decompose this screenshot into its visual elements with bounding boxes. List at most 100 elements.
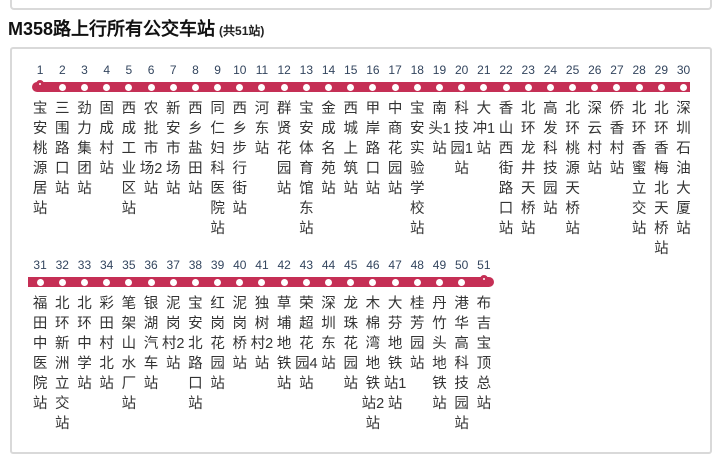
station-name[interactable]: 丹竹头地铁站 <box>432 294 447 414</box>
station-name[interactable]: 深圳石油大厦站 <box>676 99 691 239</box>
station-name[interactable]: 福田中医院站 <box>33 294 48 414</box>
station-marker-area <box>96 274 118 288</box>
station-name-char: 园 <box>410 336 425 352</box>
station-name-char: 学 <box>77 356 92 372</box>
station-name[interactable]: 泥岗桥站 <box>233 294 248 374</box>
station-name[interactable]: 彩田村北站 <box>99 294 114 394</box>
station-number: 12 <box>277 63 291 77</box>
station-name[interactable]: 宝安桃源居站 <box>33 99 48 219</box>
station-name-char: 岗 <box>165 316 181 332</box>
station-name[interactable]: 北环中学站 <box>77 294 92 394</box>
station-name-char: 地 <box>387 336 403 352</box>
station-name[interactable]: 南头1 站 <box>428 99 451 159</box>
station-name[interactable]: 新安市场站 <box>166 99 181 199</box>
station-dot <box>58 83 66 91</box>
station-name-char: 华 <box>454 316 469 332</box>
station-number: 50 <box>454 258 469 272</box>
station-name[interactable]: 草埔地铁站 <box>277 294 292 394</box>
station-name[interactable]: 侨香村站 <box>610 99 625 179</box>
station-dot <box>103 83 111 91</box>
station-name[interactable]: 北环香蜜立交站 <box>632 99 647 239</box>
station-name[interactable]: 香山西街路口站 <box>499 99 514 239</box>
station-name[interactable]: 西城上筑站 <box>343 99 358 199</box>
station-dot <box>413 83 421 91</box>
station-number: 24 <box>543 63 558 77</box>
station-name-char: 山 <box>498 121 514 137</box>
station-name[interactable]: 高发科技园站 <box>543 99 558 219</box>
station-name-char: 路 <box>188 356 203 372</box>
station-name[interactable]: 宝安体育馆东站 <box>299 99 314 239</box>
station-dot <box>36 278 44 286</box>
station-name[interactable]: 红岗花园站 <box>210 294 225 394</box>
station-name-char: 蜜 <box>631 161 647 177</box>
station-name-char: 力 <box>77 121 92 137</box>
station-marker-area <box>73 79 95 93</box>
station-name[interactable]: 北环龙井天桥站 <box>521 99 536 239</box>
station-name[interactable]: 河东站 <box>255 99 270 159</box>
station-name[interactable]: 独树村2 站 <box>251 294 274 374</box>
station-name[interactable]: 木棉湾地铁站2 站 <box>362 294 385 434</box>
station-name-char: 中 <box>32 336 48 352</box>
station-name[interactable]: 西乡盐田站 <box>188 99 203 199</box>
station-name[interactable]: 北环桃源天桥站 <box>565 99 580 239</box>
station-name[interactable]: 布吉宝顶总站 <box>477 294 492 414</box>
station-name[interactable]: 西成工业区站 <box>122 99 137 219</box>
station-name[interactable]: 大芬地铁站1 站 <box>384 294 407 414</box>
station-name[interactable]: 桂芳园站 <box>410 294 425 374</box>
station-column: 21 大冲1 站 <box>473 62 496 259</box>
station-number: 46 <box>366 258 380 272</box>
station-name[interactable]: 龙珠花园站 <box>343 294 358 394</box>
station-dot <box>435 83 443 91</box>
station-marker-area <box>273 79 295 93</box>
station-marker-area <box>562 79 584 93</box>
station-dot <box>569 83 577 91</box>
station-number: 1 <box>36 63 44 77</box>
station-name[interactable]: 群贤花园站 <box>277 99 292 199</box>
station-name-char: 安 <box>188 316 203 332</box>
station-name-char: 站 <box>254 356 270 372</box>
station-marker-area <box>584 79 606 93</box>
station-name[interactable]: 大冲1 站 <box>473 99 496 159</box>
station-name[interactable]: 三围路口站 <box>55 99 70 199</box>
station-name[interactable]: 科技园1 站 <box>450 99 473 179</box>
station-name[interactable]: 荣超花园4 站 <box>295 294 318 394</box>
station-number: 9 <box>214 63 221 77</box>
station-name[interactable]: 金成名苑站 <box>321 99 336 199</box>
station-name-char: 育 <box>299 161 314 177</box>
station-name[interactable]: 深圳东站 <box>321 294 336 374</box>
station-number: 16 <box>366 63 380 77</box>
station-name[interactable]: 深云村站 <box>588 99 603 179</box>
station-name[interactable]: 农批市场2 站 <box>140 99 163 199</box>
station-column: 51 布吉宝顶总站 <box>473 257 495 434</box>
station-name[interactable]: 泥岗村2 站 <box>162 294 185 374</box>
station-name-char: 站 <box>343 181 358 197</box>
station-number: 49 <box>432 258 447 272</box>
station-marker-area <box>451 79 473 93</box>
station-column: 28 北环香蜜立交站 <box>628 62 650 259</box>
station-dot <box>302 83 310 91</box>
station-dot <box>280 83 288 91</box>
station-column: 15 西城上筑站 <box>340 62 362 259</box>
station-name-char: 街 <box>498 161 514 177</box>
station-name[interactable]: 宝安实验学校站 <box>410 99 425 239</box>
station-name-char: 站 <box>276 376 292 392</box>
station-name[interactable]: 港华高科技园站 <box>454 294 469 434</box>
station-name-char: 站 <box>77 376 92 392</box>
station-marker-area <box>118 79 140 93</box>
station-name[interactable]: 笔架山水厂站 <box>122 294 137 414</box>
station-name[interactable]: 固成村站 <box>99 99 114 179</box>
station-name-char: 香 <box>654 141 669 157</box>
station-name[interactable]: 宝安北路口站 <box>188 294 203 414</box>
station-name[interactable]: 北环香梅北天桥站 <box>654 99 669 259</box>
station-name[interactable]: 西乡步行街站 <box>233 99 248 219</box>
station-number: 22 <box>499 63 513 77</box>
station-name[interactable]: 劲力集团站 <box>77 99 92 199</box>
station-name[interactable]: 银湖汽车站 <box>144 294 159 394</box>
station-name[interactable]: 中商花园站 <box>388 99 403 199</box>
station-name[interactable]: 北环新洲立交站 <box>55 294 70 434</box>
station-column: 31 福田中医院站 <box>29 257 51 434</box>
station-name[interactable]: 甲岸路口站 <box>366 99 381 199</box>
station-name-char: 区 <box>121 181 137 197</box>
station-name-char: 站 <box>498 221 514 237</box>
station-name[interactable]: 同仁妇科医院站 <box>210 99 225 239</box>
